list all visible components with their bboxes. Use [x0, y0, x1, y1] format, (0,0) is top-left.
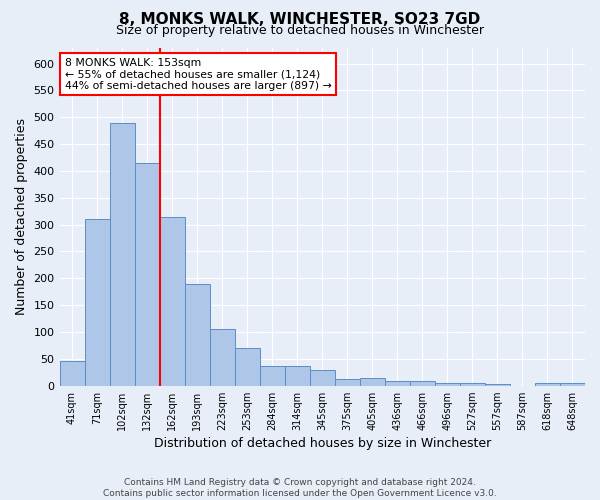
Bar: [335, 380, 360, 386]
Bar: [535, 383, 560, 386]
Bar: [260, 366, 285, 386]
Text: Contains HM Land Registry data © Crown copyright and database right 2024.
Contai: Contains HM Land Registry data © Crown c…: [103, 478, 497, 498]
X-axis label: Distribution of detached houses by size in Winchester: Distribution of detached houses by size …: [154, 437, 491, 450]
Bar: [310, 370, 335, 386]
Bar: [235, 348, 260, 386]
Bar: [185, 284, 209, 386]
Bar: [134, 163, 160, 386]
Bar: [485, 384, 510, 386]
Bar: [160, 216, 185, 386]
Bar: [360, 378, 385, 386]
Y-axis label: Number of detached properties: Number of detached properties: [15, 118, 28, 315]
Bar: [209, 330, 235, 386]
Bar: [59, 361, 85, 386]
Bar: [85, 220, 110, 386]
Bar: [410, 381, 435, 386]
Bar: [460, 383, 485, 386]
Bar: [435, 383, 460, 386]
Bar: [285, 366, 310, 386]
Text: 8 MONKS WALK: 153sqm
← 55% of detached houses are smaller (1,124)
44% of semi-de: 8 MONKS WALK: 153sqm ← 55% of detached h…: [65, 58, 332, 91]
Bar: [560, 383, 585, 386]
Text: 8, MONKS WALK, WINCHESTER, SO23 7GD: 8, MONKS WALK, WINCHESTER, SO23 7GD: [119, 12, 481, 28]
Bar: [110, 122, 134, 386]
Text: Size of property relative to detached houses in Winchester: Size of property relative to detached ho…: [116, 24, 484, 37]
Bar: [385, 381, 410, 386]
